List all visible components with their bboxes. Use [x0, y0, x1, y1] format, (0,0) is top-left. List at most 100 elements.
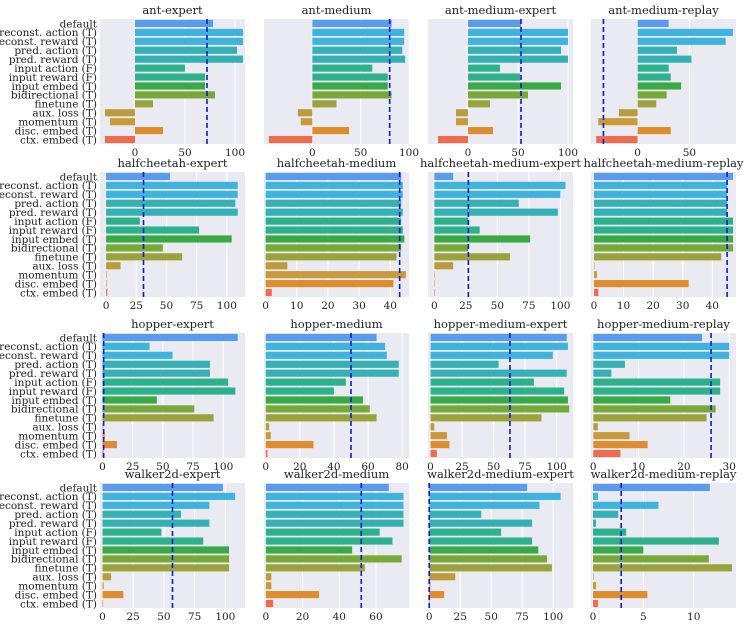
bar-momentum (T) — [593, 271, 597, 279]
x-tick-label: 100 — [558, 147, 578, 159]
subplot-title: halfcheetah-medium-replay — [583, 156, 744, 170]
subplot-title: hopper-expert — [131, 317, 214, 331]
bar-input embed (T) — [593, 396, 671, 404]
bar-input reward (F) — [468, 73, 520, 81]
x-tick-label: 50 — [354, 147, 367, 159]
category-label: reconst. action (T) — [0, 27, 97, 39]
x-tick-label: 25 — [126, 461, 139, 473]
bar-pred. action (T) — [593, 360, 625, 368]
bar-finetune (T) — [468, 100, 490, 108]
x-tick-label: 10 — [617, 300, 630, 312]
bar-default — [135, 19, 213, 28]
bar-input action (F) — [430, 378, 534, 386]
bar-input reward (F) — [102, 537, 204, 545]
x-tick-label: 40 — [327, 461, 340, 473]
subplot-walker2d-medium-expert: walker2d-medium-expert 0 25 50 75 100 — [426, 467, 574, 623]
bar-finetune (T) — [102, 564, 230, 572]
x-tick-label: 50 — [683, 147, 696, 159]
bar-input embed (T) — [593, 235, 734, 243]
x-tick-label: 50 — [491, 300, 504, 312]
category-label: ctx. embed (T) — [20, 287, 97, 299]
bar-pred. action (T) — [430, 360, 499, 368]
bar-input reward (F) — [265, 226, 403, 234]
x-tick-label: 0 — [262, 611, 269, 623]
subplot-halfcheetah-medium: halfcheetah-medium 0 10 20 30 40 — [262, 156, 409, 312]
x-tick-label: 100 — [213, 461, 233, 473]
x-tick-label: 0 — [99, 461, 106, 473]
x-tick-label: 10 — [290, 300, 303, 312]
bar-input embed (T) — [135, 82, 205, 90]
bar-finetune (T) — [102, 414, 214, 422]
bar-input embed (T) — [468, 82, 561, 90]
category-label: default — [60, 482, 98, 494]
bar-reconst. reward (T) — [102, 351, 173, 359]
x-tick-label: 20 — [293, 461, 306, 473]
bar-pred. action (T) — [312, 46, 403, 54]
bar-ctx. embed (T) — [593, 599, 599, 608]
bar-input reward (F) — [593, 226, 734, 234]
bar-disc. embed (T) — [102, 441, 117, 449]
x-tick-label: 0 — [103, 300, 110, 312]
category-label: pred. reward (T) — [9, 54, 97, 66]
category-label: momentum (T) — [18, 116, 97, 128]
bar-bidirectional (T) — [468, 91, 528, 99]
bar-default — [102, 483, 223, 492]
category-label: ctx. embed (T) — [20, 448, 97, 460]
category-label: aux. loss (T) — [32, 108, 97, 120]
bar-input reward (F) — [430, 387, 565, 395]
subplot-title: ant-expert — [142, 3, 203, 17]
category-label: input action (F) — [14, 377, 97, 389]
bar-input reward (F) — [593, 537, 719, 545]
subplot-hopper-medium-expert: hopper-medium-expert 0 25 50 75 100 — [427, 317, 573, 473]
x-tick-label: 75 — [186, 461, 199, 473]
bar-reconst. action (T) — [430, 342, 568, 350]
x-tick-label: 100 — [215, 611, 235, 623]
bar-momentum (T) — [265, 432, 271, 440]
bar-finetune (T) — [265, 253, 397, 261]
bar-reconst. action (T) — [429, 492, 561, 500]
x-tick-label: 0 — [465, 147, 472, 159]
category-label: ctx. embed (T) — [20, 598, 97, 610]
category-label: pred. reward (T) — [9, 207, 97, 219]
category-label: input embed (T) — [11, 81, 97, 93]
bar-bidirectional (T) — [593, 244, 734, 252]
bar-input reward (F) — [434, 226, 480, 234]
bar-pred. reward (T) — [434, 208, 558, 216]
bar-momentum (T) — [593, 582, 597, 590]
category-label: input embed (T) — [11, 234, 97, 246]
bar-pred. action (T) — [102, 360, 210, 368]
bar-pred. action (T) — [102, 510, 182, 518]
subplot-title: walker2d-expert — [125, 467, 221, 481]
category-label: input embed (T) — [11, 395, 97, 407]
x-tick-label: 10 — [632, 461, 645, 473]
bar-ctx. embed (T) — [265, 449, 268, 458]
bar-input action (F) — [102, 378, 229, 386]
x-tick-label: 40 — [384, 300, 397, 312]
bar-bidirectional (T) — [102, 405, 195, 413]
bar-pred. action (T) — [265, 360, 399, 368]
bar-aux. loss (T) — [429, 573, 456, 581]
bar-reconst. reward (T) — [593, 190, 728, 198]
bar-bidirectional (T) — [637, 91, 667, 99]
x-tick-label: 0 — [99, 611, 106, 623]
bar-input reward (F) — [593, 387, 721, 395]
bar-pred. action (T) — [265, 510, 404, 518]
category-label: disc. embed (T) — [15, 125, 97, 137]
bar-pred. reward (T) — [102, 519, 210, 527]
bar-ctx. embed (T) — [268, 135, 313, 144]
category-label: momentum (T) — [18, 430, 97, 442]
category-label: default — [60, 18, 98, 30]
bar-input action (F) — [593, 528, 627, 536]
bar-input embed (T) — [265, 546, 353, 554]
category-label: reconst. action (T) — [0, 341, 97, 353]
bar-pred. action (T) — [135, 46, 237, 54]
bar-input action (F) — [102, 528, 162, 536]
bar-input reward (F) — [102, 387, 236, 395]
bar-pred. action (T) — [434, 199, 519, 207]
x-tick-label: 100 — [543, 611, 563, 623]
subplot-title: halfcheetah-medium-expert — [420, 156, 581, 170]
bar-reconst. action (T) — [135, 28, 243, 36]
bar-disc. embed (T) — [312, 127, 350, 135]
x-tick-label: 75 — [188, 611, 201, 623]
